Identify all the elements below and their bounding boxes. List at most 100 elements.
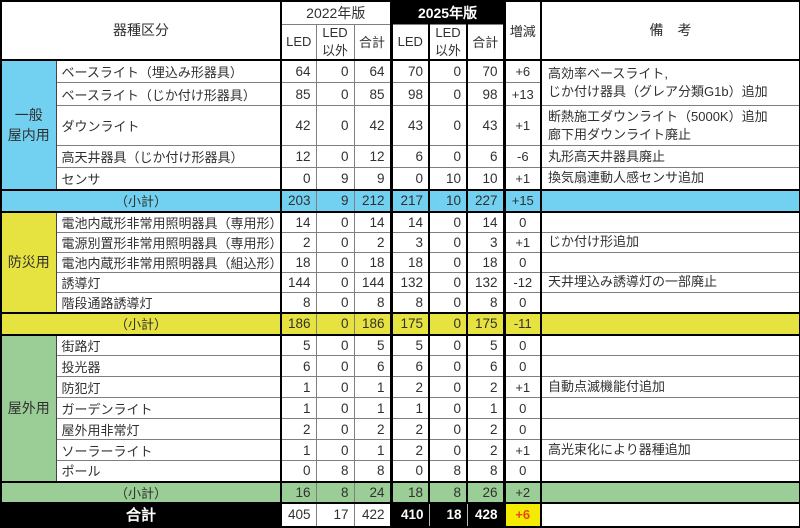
value-cell: 0 xyxy=(280,167,317,190)
value-cell: 42 xyxy=(353,105,392,146)
value-cell: 0 xyxy=(428,231,469,253)
value-cell: 0 xyxy=(389,460,431,482)
remark-cell xyxy=(540,418,800,440)
table-row: ソーラーライト 1 0 1 2 0 2 +1 高光束化により器種追加 xyxy=(1,439,800,461)
subtotal-label: （小計） xyxy=(0,480,282,504)
table-row: 電池内蔵形非常用照明器具（組込形） 18 0 18 18 0 18 0 xyxy=(1,251,800,273)
change-cell: +15 xyxy=(503,188,543,213)
category-header: 器種区分 xyxy=(0,0,282,61)
table-row: 一般 屋内用 ベースライト（埋込み形器具） 64 0 64 70 0 70 +6… xyxy=(0,59,800,190)
value-cell: 64 xyxy=(280,59,317,83)
value-cell: 0 xyxy=(280,460,317,482)
table-row: 防犯灯 1 0 1 2 0 2 +1 自動点滅機能付追加 xyxy=(1,376,800,398)
change-cell: 0 xyxy=(503,397,543,419)
value-cell: 0 xyxy=(315,145,355,168)
value-cell: 0 xyxy=(428,291,469,313)
value-cell: 227 xyxy=(466,188,506,213)
value-cell: 2 xyxy=(353,418,392,440)
value-cell: 2 xyxy=(466,376,506,398)
value-cell: 18 xyxy=(280,251,317,273)
item-label: ソーラーライト xyxy=(55,439,282,461)
change-cell: 0 xyxy=(503,251,543,273)
value-cell: 1 xyxy=(353,439,392,461)
value-cell: 5 xyxy=(353,334,392,356)
value-cell: 428 xyxy=(466,501,506,528)
change-cell: +6 xyxy=(503,59,543,83)
table-row: 電源別置形非常用照明器具（専用形） 2 0 2 3 0 3 +1 じか付け形追加 xyxy=(1,231,800,253)
remark-cell xyxy=(540,355,800,377)
value-cell: 0 xyxy=(428,334,469,356)
value-cell: 186 xyxy=(280,311,317,336)
value-cell: 5 xyxy=(389,334,431,356)
value-cell: 43 xyxy=(389,105,431,146)
value-cell: 0 xyxy=(315,418,355,440)
value-cell: 43 xyxy=(466,105,506,146)
value-cell: 70 xyxy=(466,59,506,83)
value-cell: 2 xyxy=(466,418,506,440)
change-cell: +13 xyxy=(503,82,543,106)
value-cell: 0 xyxy=(315,376,355,398)
edition-2025-header: 2025年版 xyxy=(389,0,506,25)
remark-cell: 天井埋込み誘導灯の一部廃止 xyxy=(540,271,800,293)
change-cell: +1 xyxy=(503,439,543,461)
value-cell: 144 xyxy=(353,271,392,293)
remark-cell xyxy=(540,501,800,528)
value-cell: 8 xyxy=(315,460,355,482)
value-cell: 26 xyxy=(466,480,506,504)
header-row-editions: 器種区分 2022年版 2025年版 増減 備 考 xyxy=(0,0,800,61)
value-cell: 2 xyxy=(389,376,431,398)
value-cell: 9 xyxy=(315,188,355,213)
item-label: ガーデンライト xyxy=(55,397,282,419)
value-cell: 8 xyxy=(428,480,469,504)
table-row: 階段通路誘導灯 8 0 8 8 0 8 0 xyxy=(1,291,800,313)
value-cell: 0 xyxy=(315,105,355,146)
value-cell: 0 xyxy=(315,334,355,356)
table-row: ガーデンライト 1 0 1 1 0 1 0 xyxy=(1,397,800,419)
value-cell: 8 xyxy=(280,291,317,313)
item-label: 街路灯 xyxy=(55,334,282,356)
value-cell: 410 xyxy=(389,501,430,528)
change-cell: +2 xyxy=(503,480,543,504)
value-cell: 8 xyxy=(428,460,469,482)
remark-cell: 丸形高天井器具廃止 xyxy=(540,145,800,168)
value-cell: 18 xyxy=(466,251,506,273)
value-cell: 9 xyxy=(353,167,392,190)
group-label-disaster: 防災用 xyxy=(0,211,57,313)
value-cell: 18 xyxy=(389,480,431,504)
remark-cell: 自動点滅機能付追加 xyxy=(540,376,800,398)
value-cell: 10 xyxy=(428,167,469,190)
change-cell: -11 xyxy=(503,311,543,336)
change-cell: +1 xyxy=(503,376,543,398)
value-cell: 0 xyxy=(428,439,469,461)
item-label: 電源別置形非常用照明器具（専用形） xyxy=(55,231,282,253)
value-cell: 10 xyxy=(428,188,469,213)
value-cell: 203 xyxy=(280,188,317,213)
remark-cell: 換気扇連動人感センサ追加 xyxy=(540,167,800,190)
value-cell: 8 xyxy=(466,291,506,313)
value-cell: 0 xyxy=(428,376,469,398)
value-cell: 14 xyxy=(466,211,506,233)
value-cell: 8 xyxy=(353,291,392,313)
change-cell: +1 xyxy=(503,167,543,190)
table-row: 屋外用非常灯 2 0 2 2 0 2 0 xyxy=(1,418,800,440)
table-row: ベースライト（じか付け形器具） 85 0 85 98 0 98 +13 xyxy=(1,82,800,106)
value-cell: 10 xyxy=(466,167,506,190)
remark-cell xyxy=(540,480,800,504)
value-cell: 0 xyxy=(428,105,469,146)
value-cell: 70 xyxy=(389,59,431,83)
value-cell: 24 xyxy=(353,480,392,504)
value-cell: 2 xyxy=(389,439,431,461)
group-label-indoor: 一般 屋内用 xyxy=(0,59,57,190)
value-cell: 8 xyxy=(353,460,392,482)
edition-2022-header: 2022年版 xyxy=(279,0,392,25)
value-cell: 3 xyxy=(466,231,506,253)
remark-cell xyxy=(540,211,800,233)
value-cell: 422 xyxy=(353,501,392,528)
value-cell: 405 xyxy=(280,501,317,528)
value-cell: 217 xyxy=(389,188,431,213)
value-cell: 2 xyxy=(353,231,392,253)
value-cell: 6 xyxy=(389,145,431,168)
non-led-2025-header: LED 以外 xyxy=(428,23,469,61)
value-cell: 6 xyxy=(280,355,317,377)
value-cell: 42 xyxy=(280,105,317,146)
